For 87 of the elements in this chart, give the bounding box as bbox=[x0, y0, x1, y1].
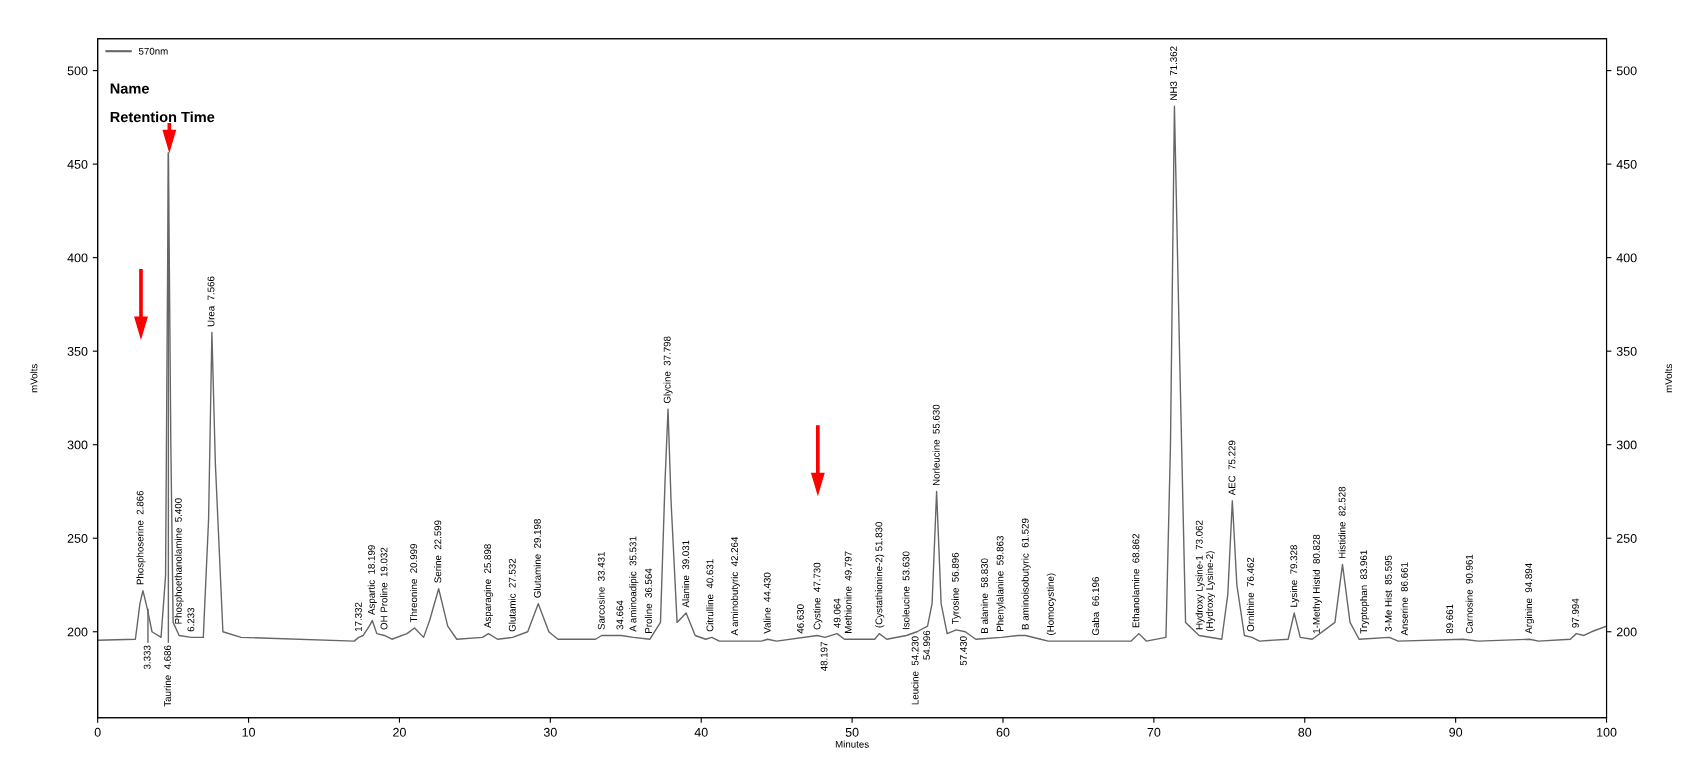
annotation: Isoleucine 53.630 bbox=[902, 551, 910, 630]
annotation: Urea 7.566 bbox=[207, 276, 215, 327]
annotation: A aminoadipic 35.531 bbox=[629, 536, 639, 632]
annotation: 46.630 bbox=[796, 604, 804, 634]
annotation: Norleucine 55.630 bbox=[932, 404, 940, 486]
annotation: Methionine 49.797 bbox=[844, 551, 852, 633]
annotation: Threonine 20.999 bbox=[409, 544, 418, 623]
annotation: Valine 44.430 bbox=[763, 572, 771, 634]
annotation: Phosphoethanolamine 5.400 bbox=[174, 498, 184, 624]
x-tick-label: 10 bbox=[242, 727, 256, 737]
annotation: Proline 36.564 bbox=[644, 568, 652, 633]
annotation: Histidine 82.528 bbox=[1338, 486, 1346, 559]
x-tick-label: 90 bbox=[1449, 727, 1463, 737]
annotation: NH3 71.362 bbox=[1170, 46, 1178, 100]
y2-tick-label: 300 bbox=[1616, 440, 1637, 450]
annotation: 34.664 bbox=[616, 600, 624, 630]
annotation: 3-Me Hist 85.595 bbox=[1384, 555, 1392, 632]
y-tick-label: 500 bbox=[67, 66, 88, 76]
annotation: (Cystathionine-2) 51.830 bbox=[875, 521, 885, 628]
annotation: 1-Methyl Histid 80.828 bbox=[1312, 534, 1322, 633]
annotation: Ornithine 76.462 bbox=[1246, 557, 1254, 632]
x-tick-label: 40 bbox=[694, 727, 708, 737]
y2-axis-title: mVolts bbox=[1664, 364, 1673, 393]
x-axis-title: Minutes bbox=[835, 740, 869, 748]
y-tick-label: 400 bbox=[67, 253, 88, 263]
annotation: AEC 75.229 bbox=[1228, 440, 1236, 496]
annotation: Lysine 79.328 bbox=[1290, 545, 1300, 607]
annotation: 17.332 bbox=[354, 602, 362, 632]
annotation: Tryptophan 83.961 bbox=[1360, 550, 1370, 634]
annotation: 57.430 bbox=[959, 636, 967, 666]
y-tick-label: 450 bbox=[67, 159, 88, 169]
annotation: Hydroxy Lysine-1 73.062 bbox=[1195, 520, 1205, 630]
annotation: B aminoisobutyric 61.529 bbox=[1021, 518, 1031, 630]
annotation: 3.333 bbox=[143, 645, 151, 670]
annotation: 54.996 bbox=[923, 630, 931, 660]
x-tick-label: 60 bbox=[996, 727, 1010, 737]
annotation: Ethanolamine 68.862 bbox=[1132, 533, 1140, 628]
annotation: Taurine 4.686 bbox=[163, 645, 171, 707]
annotation: Glutamine 29.198 bbox=[533, 519, 541, 598]
y2-tick-label: 500 bbox=[1616, 66, 1637, 76]
x-tick-label: 20 bbox=[393, 727, 406, 737]
annotation: Name bbox=[110, 83, 149, 94]
x-tick-label: 0 bbox=[94, 727, 101, 737]
legend-label: 570nm bbox=[138, 47, 168, 55]
y-tick-label: 350 bbox=[67, 346, 88, 356]
annotation: 6.233 bbox=[187, 607, 195, 632]
x-tick-label: 70 bbox=[1147, 727, 1161, 737]
annotation: Cystine 47.730 bbox=[813, 562, 823, 630]
annotation: Citrulline 40.631 bbox=[706, 559, 714, 632]
annotation: Alanine 39.031 bbox=[682, 540, 690, 608]
y-tick-label: 300 bbox=[67, 440, 88, 450]
y-tick-label: 250 bbox=[67, 534, 88, 543]
x-tick-label: 30 bbox=[543, 727, 557, 737]
y-tick-label: 200 bbox=[67, 627, 88, 637]
y-axis-title: mVolts bbox=[30, 364, 38, 393]
annotation: Asparagine 25.898 bbox=[483, 544, 493, 629]
annotation: Aspartic 18.199 bbox=[367, 545, 377, 615]
annotation: Glycine 37.798 bbox=[663, 336, 673, 404]
annotation: Gaba 66.196 bbox=[1091, 577, 1100, 636]
y2-tick-label: 350 bbox=[1616, 346, 1637, 356]
annotation: B alanine 58.830 bbox=[980, 558, 988, 633]
annotation: Anserine 86.661 bbox=[1400, 562, 1408, 636]
annotation: Leucine 54.230 bbox=[911, 636, 919, 705]
annotation: Retention Time bbox=[110, 111, 215, 123]
annotation: Phenylalanine 59.863 bbox=[996, 536, 1006, 632]
annotation: OH Proline 19.032 bbox=[380, 547, 388, 630]
annotation: A aminobutyric 42.264 bbox=[730, 536, 740, 636]
annotation: Phosphoserine 2.866 bbox=[136, 490, 146, 585]
x-tick-label: 100 bbox=[1597, 727, 1617, 737]
y2-tick-label: 200 bbox=[1616, 627, 1637, 637]
x-tick-label: 80 bbox=[1298, 727, 1312, 737]
annotation: Arginine 94.894 bbox=[1524, 563, 1535, 634]
annotation: 89.661 bbox=[1446, 604, 1454, 634]
annotation: Sarcosine 33.431 bbox=[597, 552, 605, 630]
annotation: 49.064 bbox=[833, 598, 841, 628]
annotation: Tyrosine 56.896 bbox=[951, 552, 961, 625]
annotation: Serine 22.599 bbox=[434, 520, 442, 583]
y2-tick-label: 250 bbox=[1616, 534, 1637, 543]
annotation: Carnosine 90.961 bbox=[1465, 554, 1473, 634]
annotation: 97.994 bbox=[1571, 598, 1579, 628]
annotation: Glutamic 27.532 bbox=[508, 558, 516, 632]
annotation: 48.197 bbox=[820, 642, 828, 672]
y2-tick-label: 400 bbox=[1616, 253, 1637, 263]
annotation: (Homocystine) bbox=[1046, 573, 1056, 635]
annotation: (Hydroxy Lysine-2) bbox=[1205, 551, 1215, 632]
y2-tick-label: 450 bbox=[1616, 159, 1637, 169]
x-tick-label: 50 bbox=[845, 727, 859, 737]
